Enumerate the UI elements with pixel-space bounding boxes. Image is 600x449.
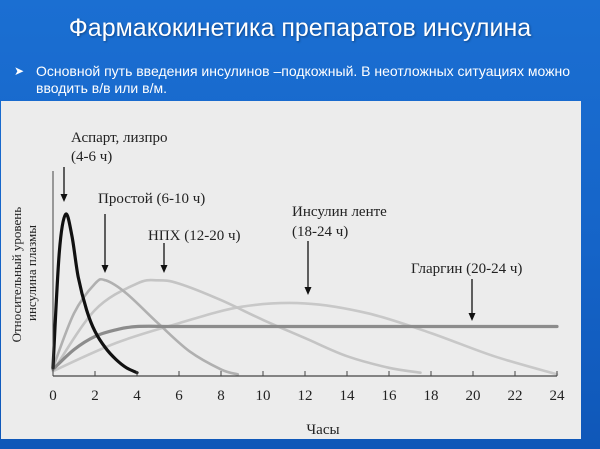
label-lente-duration: (18-24 ч)	[292, 224, 348, 240]
arrow-bullet-icon: ➤	[14, 64, 25, 78]
x-tick-label: 8	[217, 388, 225, 404]
x-tick-label: 12	[298, 388, 313, 404]
x-tick-label: 2	[91, 388, 99, 404]
pharmacokinetics-chart: 0 2 4 6 8 10 12 14 16 18 20 22 24 Аспарт, лизпро (4-6…	[1, 101, 581, 439]
arrow-glargine-head	[468, 313, 476, 321]
x-tick-label: 6	[175, 388, 183, 404]
slide-title: Фармакокинетика препаратов инсулина	[68, 14, 532, 42]
x-ticks: 0 2 4 6 8 10 12 14 16 18 20 22 24	[49, 371, 565, 404]
arrow-lente-head	[304, 287, 312, 295]
x-tick-label: 14	[340, 388, 356, 404]
x-tick-label: 0	[49, 388, 57, 404]
label-glargine: Гларгин (20-24 ч)	[411, 261, 522, 277]
annotation-arrows	[60, 167, 476, 321]
arrow-aspart-head	[60, 194, 68, 202]
x-tick-label: 16	[382, 388, 398, 404]
x-tick-label: 4	[133, 388, 141, 404]
curve-lente	[51, 301, 559, 376]
chart-svg: 0 2 4 6 8 10 12 14 16 18 20 22 24 Аспарт, лизпро(4-6…	[9, 130, 565, 438]
x-tick-label: 18	[424, 388, 439, 404]
y-axis-label-line-1: Относительный уровень	[9, 207, 24, 343]
x-tick-label: 20	[466, 388, 481, 404]
bullet-text: Основной путь введения инсулинов –подкож…	[36, 63, 570, 96]
arrow-nph-head	[160, 265, 168, 273]
curves-layer	[51, 212, 559, 376]
curve-regular	[51, 277, 240, 376]
series-labels: Аспарт, лизпро (4-6 ч) Простой (6-10 ч) НПХ…	[71, 130, 522, 277]
x-axis-label: Часы	[306, 422, 339, 438]
label-aspart-duration: (4-6 ч)	[71, 149, 112, 165]
curve-glargine	[51, 324, 559, 371]
label-regular: Простой (6-10 ч)	[98, 191, 205, 207]
label-aspart-lispro: Аспарт, лизпро	[71, 130, 168, 146]
x-tick-label: 24	[550, 388, 566, 404]
y-axis-label: Относительный уровень инсулина плазмы	[9, 204, 39, 343]
label-lente: Инсулин ленте	[292, 204, 387, 220]
bullet-point: ➤ Основной путь введения инсулинов –подк…	[14, 63, 584, 97]
label-nph: НПХ (12-20 ч)	[148, 228, 241, 244]
x-tick-label: 22	[508, 388, 523, 404]
arrow-regular-head	[101, 265, 109, 273]
x-tick-label: 10	[256, 388, 271, 404]
curve-aspart-lispro	[51, 212, 139, 375]
y-axis-label-line-2: инсулина плазмы	[24, 225, 39, 321]
